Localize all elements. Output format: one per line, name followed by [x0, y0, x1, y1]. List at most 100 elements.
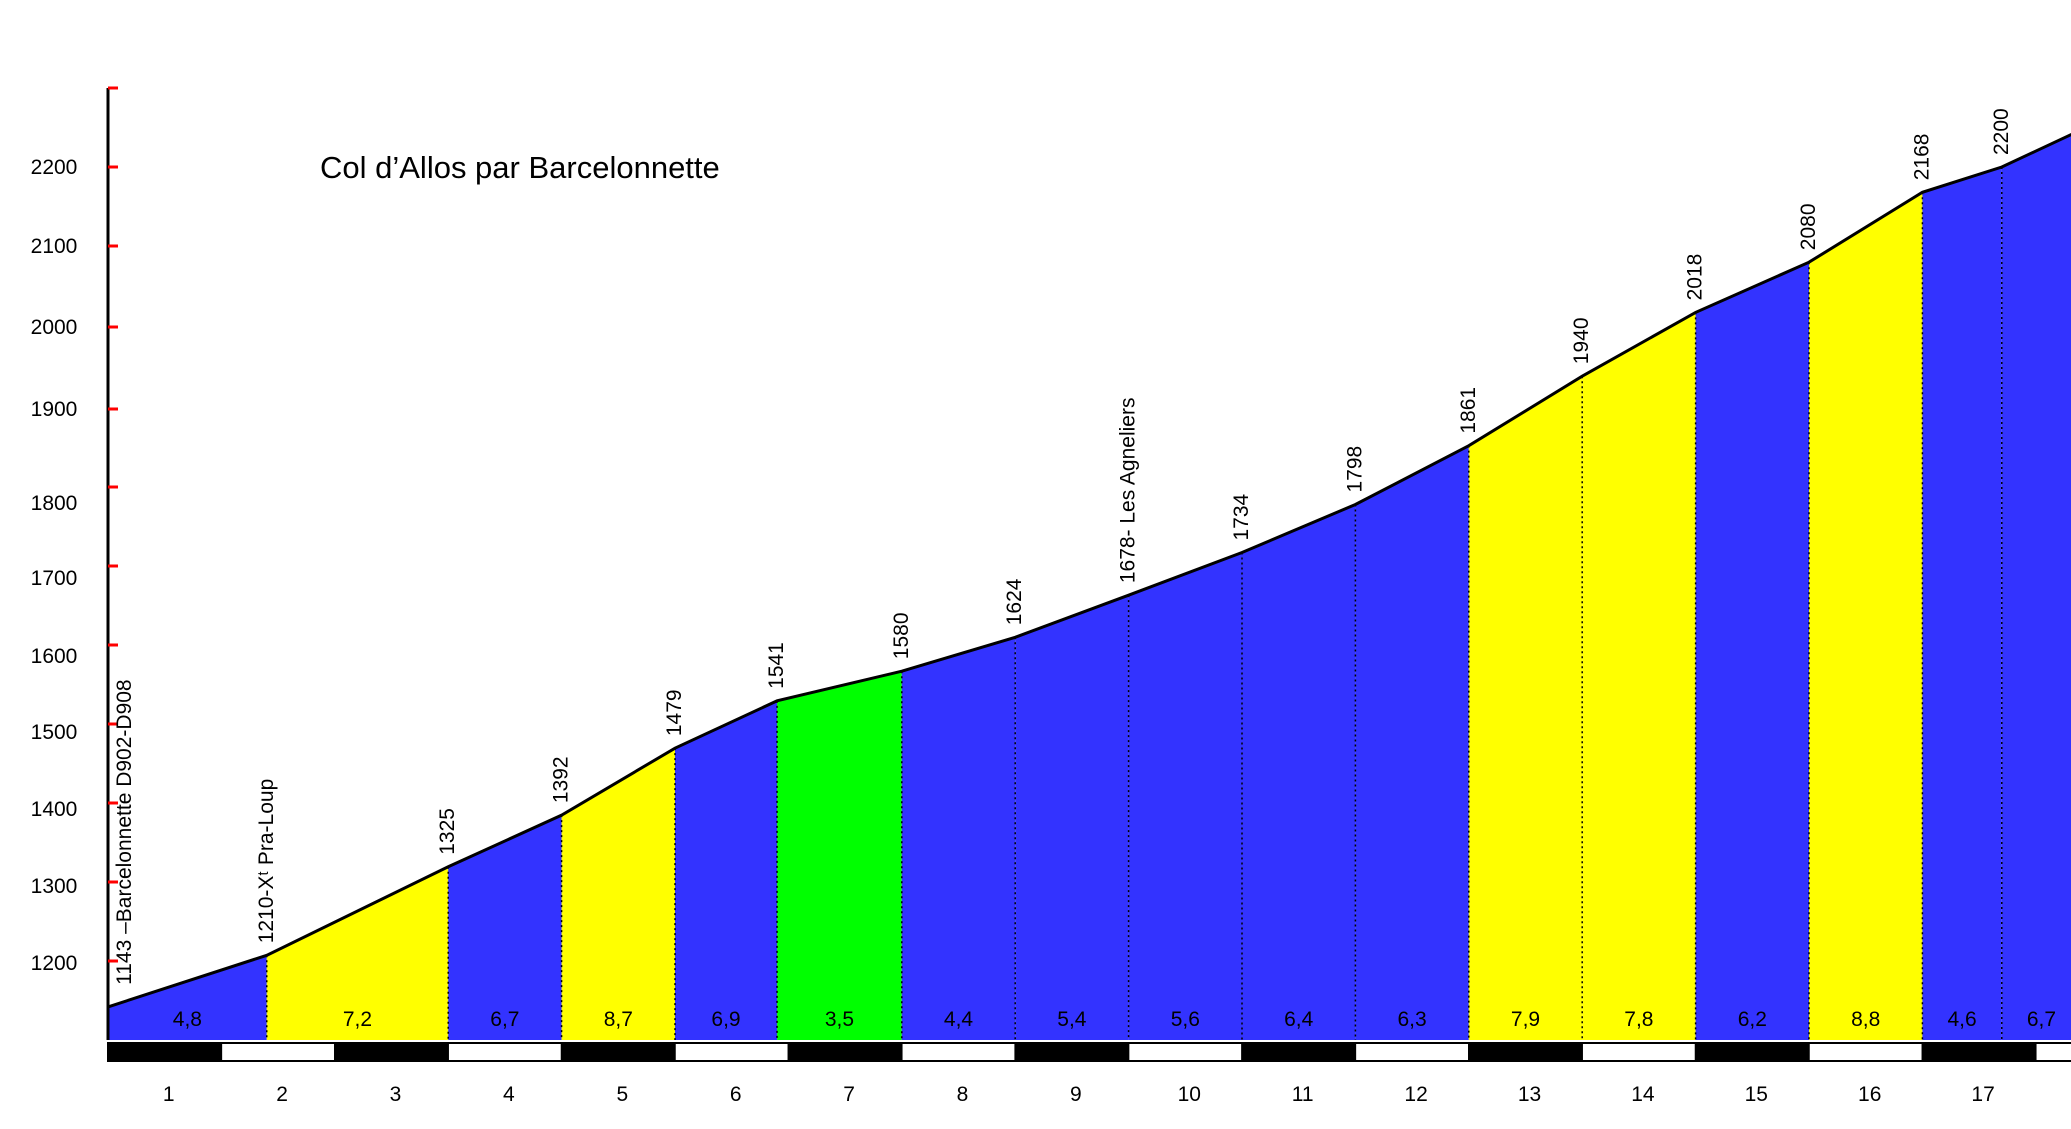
grade-label: 7,8: [1624, 1008, 1653, 1031]
profile-line: [107, 132, 2071, 1009]
x-tick-label: 6: [730, 1083, 742, 1106]
elevation-label: 1861: [1457, 387, 1480, 434]
km-block: [107, 1042, 223, 1062]
segment-area: [1468, 376, 1583, 1040]
y-tick-label: 1500: [31, 721, 78, 744]
segment-area: [1922, 167, 2002, 1040]
x-tick-label: 4: [503, 1083, 515, 1106]
elevation-label: 1541: [765, 642, 788, 689]
km-block: [334, 1042, 449, 1062]
grade-labels: 4,8 7,2 6,7 8,7 6,9 3,5 4,4 5,4 5,6 6,4 6,3 7,9 7,8 6…: [173, 1008, 2056, 1031]
km-block: [1808, 1042, 1924, 1062]
x-axis: 1 2 3 4 5 6 7 8 9 10 11 12 13 14 15 16 17: [163, 1083, 1995, 1106]
x-tick-label: 17: [1971, 1083, 1994, 1106]
y-tick-label: 1900: [31, 398, 78, 421]
elevation-label: 2168: [1910, 134, 1933, 181]
x-tick-label: 2: [276, 1083, 288, 1106]
grade-label: 5,4: [1057, 1008, 1087, 1031]
x-tick-label: 8: [957, 1083, 969, 1106]
elevation-label: 1940: [1570, 317, 1593, 364]
x-tick-label: 12: [1404, 1083, 1427, 1106]
km-block: [1694, 1042, 1810, 1062]
segment-area: [1355, 445, 1469, 1040]
km-block: [1241, 1042, 1357, 1062]
grade-label: 8,8: [1851, 1008, 1880, 1031]
elevation-label: 1143 –Barcelonnette D902-D908: [113, 679, 136, 985]
segment-area: [1015, 595, 1129, 1040]
segment-area: [561, 748, 675, 1040]
x-tick-label: 9: [1070, 1083, 1082, 1106]
x-tick-label: 7: [843, 1083, 855, 1106]
segment-areas: [108, 134, 2071, 1040]
grade-label: 6,2: [1738, 1008, 1767, 1031]
grade-label: 6,7: [2027, 1008, 2056, 1031]
grade-label: 6,3: [1397, 1008, 1426, 1031]
chart-title: Col d’Allos par Barcelonnette: [320, 150, 720, 185]
grade-label: 6,9: [711, 1008, 740, 1031]
y-tick-label: 2000: [31, 316, 78, 339]
km-block: [560, 1042, 676, 1062]
grade-label: 8,7: [604, 1008, 633, 1031]
elevation-label: 1624: [1003, 578, 1026, 625]
x-tick-label: 14: [1631, 1083, 1655, 1106]
grade-label: 7,9: [1511, 1008, 1540, 1031]
grade-label: 3,5: [825, 1008, 854, 1031]
segment-area: [901, 637, 1016, 1040]
segment-area: [2001, 134, 2071, 1040]
elevation-label: 1678- Les Agneliers: [1117, 398, 1140, 584]
grade-label: 4,6: [1947, 1008, 1976, 1031]
segment-area: [777, 671, 902, 1040]
x-tick-label: 13: [1518, 1083, 1541, 1106]
elevation-label: 1392: [550, 756, 573, 803]
km-block: [220, 1042, 336, 1062]
grade-label: 7,2: [343, 1008, 372, 1031]
x-tick-label: 10: [1178, 1083, 1201, 1106]
km-block: [447, 1042, 563, 1062]
x-tick-label: 16: [1858, 1083, 1881, 1106]
km-block: [1581, 1042, 1697, 1062]
km-block: [787, 1042, 903, 1062]
elevation-label: 1210-Xᵗ Pra-Loup: [255, 779, 278, 944]
x-tick-label: 11: [1292, 1083, 1314, 1106]
y-tick-label: 1600: [31, 645, 78, 668]
y-tick-label: 1200: [31, 952, 78, 975]
y-tick-label: 2100: [31, 235, 78, 258]
km-block: [1014, 1042, 1130, 1062]
x-tick-label: 5: [616, 1083, 628, 1106]
grade-label: 6,4: [1284, 1008, 1314, 1031]
elevation-label: 2018: [1684, 254, 1707, 301]
km-block: [1354, 1042, 1470, 1062]
km-block: [1921, 1042, 2037, 1062]
km-bar-frame: [107, 1042, 2071, 1062]
km-block: [1468, 1042, 1583, 1062]
segment-area: [1128, 552, 1242, 1040]
elevation-labels: 1143 –Barcelonnette D902-D908 1210-Xᵗ Pra…: [113, 71, 2071, 985]
elevation-label: 1325: [436, 808, 459, 855]
x-tick-label: 3: [390, 1083, 402, 1106]
km-block: [901, 1042, 1016, 1062]
grade-label: 4,8: [173, 1008, 202, 1031]
grade-label: 5,6: [1171, 1008, 1200, 1031]
km-block: [2035, 1042, 2071, 1062]
elevation-label: 2200: [1990, 108, 2013, 155]
segment-area: [1809, 192, 1923, 1040]
elevation-label: 1734: [1230, 493, 1253, 540]
elevation-label: 1798: [1343, 446, 1366, 493]
y-axis: 1200 1300 1400 1500 1600 1700 1800 1900 2000 2100…: [31, 86, 118, 1040]
y-tick-label: 2200: [31, 156, 78, 179]
x-tick-label: 1: [163, 1083, 175, 1106]
x-tick-label: 15: [1745, 1083, 1768, 1106]
segment-area: [1582, 312, 1696, 1040]
km-scale-bar: [107, 1042, 2071, 1062]
elevation-label: 1479: [663, 689, 686, 736]
y-tick-label: 1400: [31, 798, 78, 821]
profile-polyline: [107, 132, 2071, 1009]
y-tick-label: 1700: [31, 567, 78, 590]
y-tick-label: 1800: [31, 492, 78, 515]
segment-area: [1695, 262, 1809, 1040]
km-block: [674, 1042, 790, 1062]
segment-area: [266, 866, 449, 1040]
segment-area: [108, 955, 267, 1040]
km-block: [1127, 1042, 1243, 1062]
